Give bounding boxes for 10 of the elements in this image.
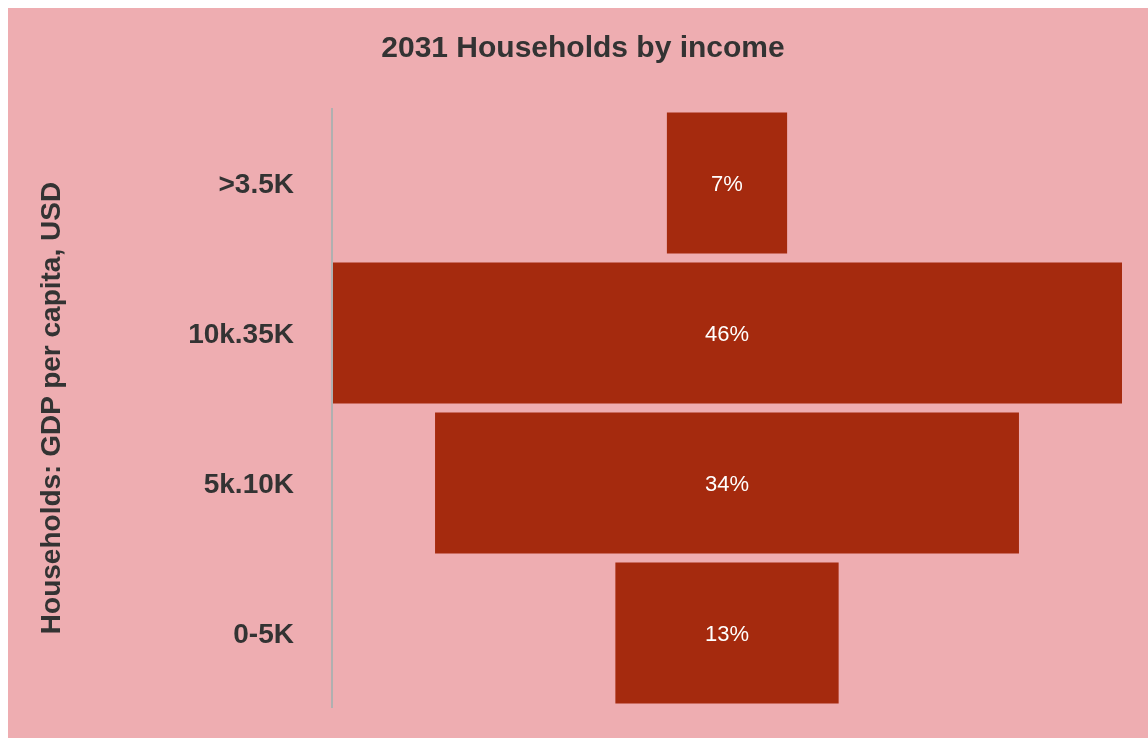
category-label: 0-5K — [233, 617, 294, 649]
data-label: 7% — [711, 170, 743, 196]
text: 2031 Households by income — [380, 30, 786, 64]
text: Households: GDP per capita, USD — [34, 181, 66, 635]
category-label: >3.5K — [218, 167, 294, 199]
category-label: 5k.10K — [203, 467, 294, 499]
data-label: 13% — [704, 620, 750, 646]
data-label: 34% — [704, 470, 750, 496]
data-label: 46% — [704, 320, 750, 346]
category-label: 10k.35K — [188, 317, 294, 349]
